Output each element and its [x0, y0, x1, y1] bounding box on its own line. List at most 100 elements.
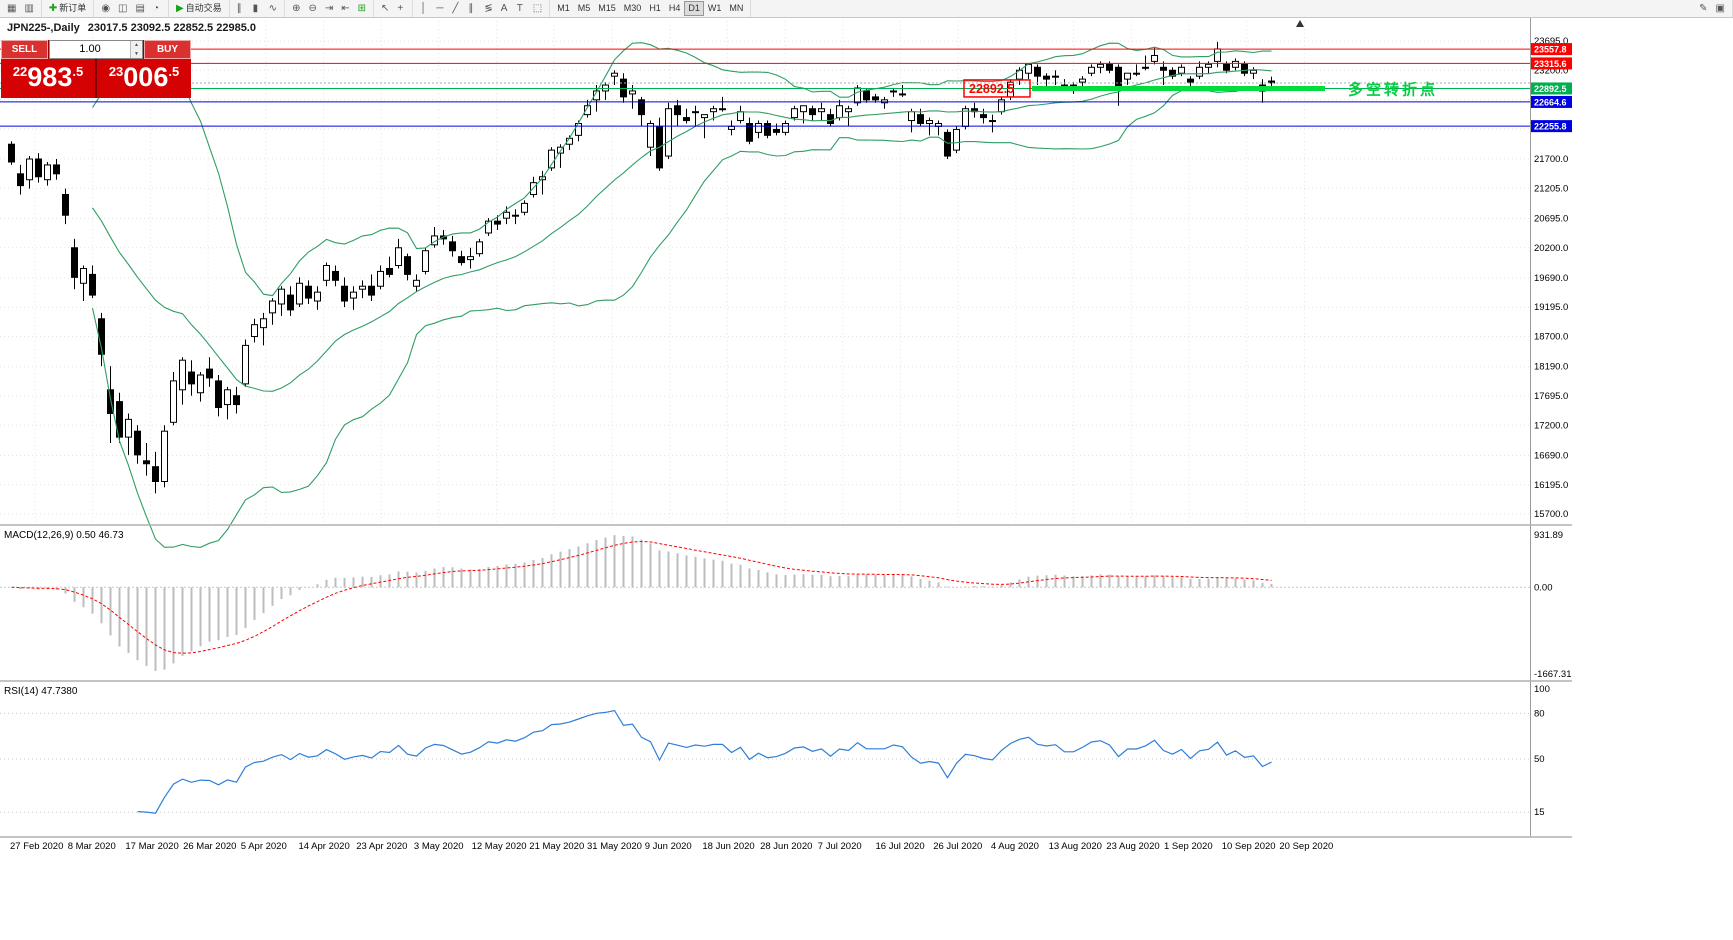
- tf-m30[interactable]: M30: [620, 1, 646, 16]
- svg-text:18 Jun 2020: 18 Jun 2020: [702, 841, 754, 852]
- tf-h1[interactable]: H1: [645, 1, 665, 16]
- tf-h1-label: H1: [649, 3, 661, 13]
- zoom-in-button[interactable]: ⊕: [288, 1, 304, 16]
- chart-profiles-button-icon: ▥: [24, 3, 34, 14]
- svg-text:80: 80: [1534, 708, 1545, 719]
- channel-button-icon: ∥: [468, 3, 474, 14]
- zoom-in-button-icon: ⊕: [292, 3, 301, 14]
- horizontal-line-button[interactable]: ─: [432, 1, 448, 16]
- svg-text:9 Jun 2020: 9 Jun 2020: [645, 841, 692, 852]
- main-toolbar: ▦ ▥ ✚ 新订单 ◉ ◫ ▤ ◔ ▶ 自动交易 ∥ ▮ ∿ ⊕ ⊖ ⇥ ⇤ ⊞ ↖ + │ ─ ╱ ∥ ≶ A T ⬚ M1 M5 M15…: [0, 0, 1733, 18]
- navigator-button[interactable]: ▤: [132, 1, 149, 16]
- svg-text:12 May 2020: 12 May 2020: [472, 841, 527, 852]
- ask-prefix: 23: [108, 64, 124, 79]
- volume-down-icon[interactable]: ▼: [131, 49, 142, 58]
- tf-m15[interactable]: M15: [594, 1, 620, 16]
- svg-text:23 Apr 2020: 23 Apr 2020: [356, 841, 407, 852]
- fibonacci-button[interactable]: ≶: [480, 1, 496, 16]
- bid-price-panel[interactable]: 22 983.5: [1, 59, 95, 98]
- otc-buttons-row: SELL 1.00 ▲ ▼ BUY: [1, 40, 191, 59]
- label-button[interactable]: T: [513, 1, 529, 16]
- trendline-button-icon: ╱: [452, 3, 459, 14]
- auto-scroll-button[interactable]: ⇥: [321, 1, 337, 16]
- svg-text:16 Jul 2020: 16 Jul 2020: [876, 841, 925, 852]
- svg-text:100: 100: [1534, 684, 1550, 695]
- shapes-button-icon: ⬚: [532, 3, 543, 14]
- svg-text:23695.0: 23695.0: [1534, 36, 1568, 47]
- chart-profiles-button[interactable]: ▥: [20, 1, 37, 16]
- svg-text:23315.6: 23315.6: [1534, 59, 1567, 69]
- line-chart-button[interactable]: ∿: [265, 1, 281, 16]
- sound-button[interactable]: ◉: [97, 1, 114, 16]
- bid-big-digits: 983: [27, 62, 73, 92]
- sound-button-icon: ◉: [101, 3, 111, 14]
- terminal-button[interactable]: ◔: [149, 1, 165, 16]
- cursor-button[interactable]: ↖: [377, 1, 393, 16]
- svg-text:10 Sep 2020: 10 Sep 2020: [1222, 841, 1276, 852]
- cursor-button-icon: ↖: [381, 3, 390, 14]
- autotrading-button[interactable]: ▶ 自动交易: [172, 1, 226, 16]
- new-chart-button[interactable]: ▦: [3, 1, 20, 16]
- tf-m1[interactable]: M1: [553, 1, 574, 16]
- channel-button[interactable]: ∥: [464, 1, 480, 16]
- panel-toggle-button-icon: ▣: [1715, 3, 1725, 14]
- svg-text:3 May 2020: 3 May 2020: [414, 841, 464, 852]
- otc-prices-row: 22 983.5 23 006.5: [1, 59, 191, 98]
- chart-canvas[interactable]: 22892.5多空转折点23695.023200.022705.022210.0…: [0, 17, 1733, 940]
- toolbar-group: ✎ ▣: [1692, 0, 1733, 17]
- tf-d1-label: D1: [688, 3, 700, 13]
- zoom-out-button[interactable]: ⊖: [304, 1, 320, 16]
- volume-value[interactable]: 1.00: [79, 43, 101, 55]
- volume-field[interactable]: 1.00 ▲ ▼: [49, 40, 143, 59]
- terminal-button-icon: ◔: [152, 3, 159, 14]
- svg-text:17 Mar 2020: 17 Mar 2020: [125, 841, 178, 852]
- tf-mn-label: MN: [729, 3, 744, 13]
- svg-text:21 May 2020: 21 May 2020: [529, 841, 584, 852]
- toolbar-group: ↖ +: [374, 0, 414, 17]
- volume-stepper[interactable]: ▲ ▼: [130, 41, 142, 58]
- candles-layer: [8, 41, 1275, 494]
- new-order-button[interactable]: ✚ 新订单: [45, 1, 90, 16]
- sell-button[interactable]: SELL: [1, 40, 48, 59]
- fibonacci-button-icon: ≶: [484, 3, 493, 14]
- one-click-trading-widget: SELL 1.00 ▲ ▼ BUY 22 983.5 23 006.5: [1, 40, 191, 98]
- chart-info-line: JPN225-,Daily 23017.5 23092.5 22852.5 229…: [7, 22, 256, 34]
- indicators-list-button[interactable]: ⊞: [354, 1, 370, 16]
- candlestick-button-icon: ▮: [252, 3, 259, 14]
- svg-text:26 Jul 2020: 26 Jul 2020: [933, 841, 982, 852]
- tf-m5-label: M5: [577, 3, 591, 13]
- chart-shift-button[interactable]: ⇤: [337, 1, 353, 16]
- zoom-out-button-icon: ⊖: [308, 3, 317, 14]
- bollinger-layer: [91, 42, 1272, 548]
- tf-d1[interactable]: D1: [684, 1, 704, 16]
- bar-chart-button[interactable]: ∥: [233, 1, 249, 16]
- shapes-button[interactable]: ⬚: [529, 1, 546, 16]
- tf-m30-label: M30: [623, 3, 642, 13]
- svg-text:18190.0: 18190.0: [1534, 362, 1568, 373]
- svg-text:20200.0: 20200.0: [1534, 243, 1568, 254]
- new-order-button-label: 新订单: [59, 3, 87, 13]
- toolbar-group: ✚ 新订单: [42, 0, 95, 17]
- svg-text:17695.0: 17695.0: [1534, 391, 1568, 402]
- ask-price-panel[interactable]: 23 006.5: [97, 59, 191, 98]
- vertical-line-button[interactable]: │: [416, 1, 432, 16]
- macd-panel: MACD(12,26,9) 0.50 46.73 931.89 0.00 -1667.…: [0, 530, 1572, 680]
- svg-text:15700.0: 15700.0: [1534, 509, 1568, 520]
- tf-w1[interactable]: W1: [704, 1, 726, 16]
- vertical-line-button-icon: │: [420, 3, 427, 14]
- new-order-button-icon: ✚: [48, 3, 58, 14]
- tf-m5[interactable]: M5: [574, 1, 595, 16]
- market-watch-button[interactable]: ◫: [114, 1, 131, 16]
- buy-button[interactable]: BUY: [144, 40, 191, 59]
- text-button[interactable]: A: [497, 1, 513, 16]
- tf-h4[interactable]: H4: [665, 1, 685, 16]
- quick-edit-button[interactable]: ✎: [1695, 1, 1711, 16]
- panel-toggle-button[interactable]: ▣: [1712, 1, 1729, 16]
- volume-up-icon[interactable]: ▲: [131, 41, 142, 50]
- crosshair-button[interactable]: +: [393, 1, 409, 16]
- tf-mn[interactable]: MN: [725, 1, 747, 16]
- trendline-button[interactable]: ╱: [448, 1, 464, 16]
- svg-text:20695.0: 20695.0: [1534, 213, 1568, 224]
- svg-text:8 Mar 2020: 8 Mar 2020: [68, 841, 116, 852]
- candlestick-button[interactable]: ▮: [249, 1, 265, 16]
